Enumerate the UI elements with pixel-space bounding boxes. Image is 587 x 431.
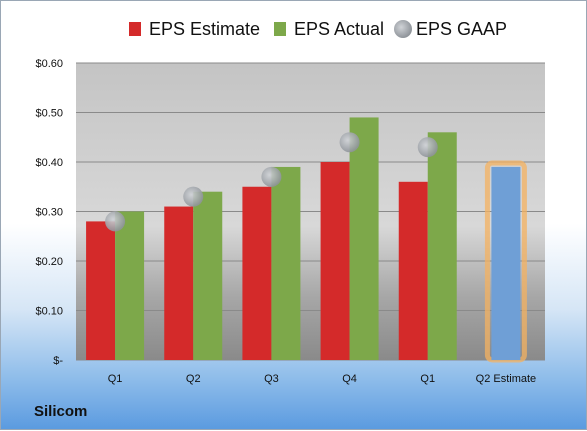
bar-eps-actual <box>193 191 223 360</box>
marker-eps-gaap <box>183 186 204 207</box>
x-tick-label: Q2 <box>186 373 201 385</box>
x-tick-label: Q2 Estimate <box>476 373 537 385</box>
bar-eps-estimate <box>242 186 272 360</box>
y-tick-label: $- <box>53 355 63 367</box>
bar-q2-estimate <box>491 166 521 360</box>
y-tick-label: $0.20 <box>35 256 63 268</box>
marker-eps-gaap <box>417 137 438 158</box>
bar-eps-actual <box>427 132 457 360</box>
legend-label: EPS GAAP <box>416 19 507 39</box>
y-tick-label: $0.40 <box>35 157 63 169</box>
y-tick-label: $0.60 <box>35 58 63 70</box>
bar-eps-actual <box>349 117 379 360</box>
marker-eps-gaap <box>339 132 360 153</box>
legend-swatch <box>274 22 286 36</box>
bar-eps-estimate <box>320 162 350 360</box>
y-tick-label: $0.10 <box>35 306 63 318</box>
company-name: Silicom <box>34 403 88 420</box>
y-tick-label: $0.50 <box>35 108 63 120</box>
marker-eps-gaap <box>105 211 126 232</box>
y-tick-label: $0.30 <box>35 207 63 219</box>
x-tick-label: Q1 <box>420 373 435 385</box>
x-tick-label: Q3 <box>264 373 279 385</box>
bar-eps-estimate <box>164 206 194 360</box>
marker-eps-gaap <box>261 166 282 187</box>
x-tick-label: Q1 <box>108 373 123 385</box>
bar-eps-actual <box>115 211 145 360</box>
x-tick-label: Q4 <box>342 373 357 385</box>
bar-eps-estimate <box>86 221 116 360</box>
bar-eps-actual <box>271 166 301 360</box>
legend-swatch <box>394 20 412 38</box>
bar-eps-estimate <box>398 181 428 360</box>
legend-swatch <box>129 22 141 36</box>
legend-label: EPS Estimate <box>149 19 260 39</box>
legend-label: EPS Actual <box>294 19 384 39</box>
